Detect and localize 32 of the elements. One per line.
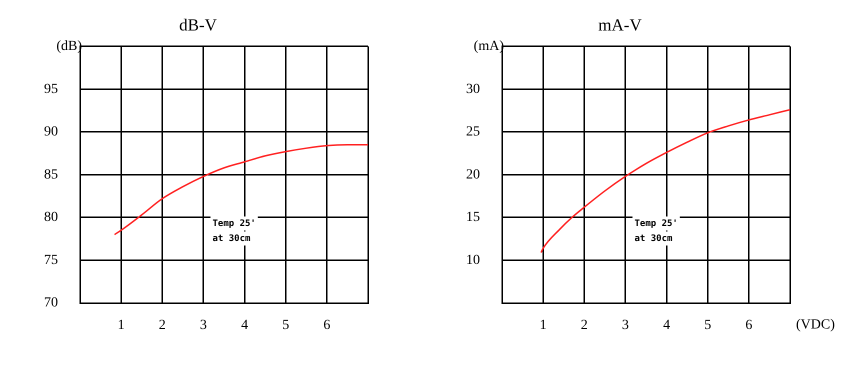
x-tick-label: 3 bbox=[622, 318, 629, 334]
y-tick-label: 30 bbox=[466, 82, 480, 97]
x-tick-label: 1 bbox=[540, 318, 547, 334]
x-tick-label: 4 bbox=[663, 318, 670, 334]
line-series bbox=[114, 144, 368, 236]
y-tick-label: 20 bbox=[466, 167, 480, 182]
x-tick-label: 5 bbox=[282, 318, 290, 334]
x-axis-title: (VDC) bbox=[796, 318, 836, 333]
chart-title: mA-V bbox=[598, 16, 642, 35]
annotation: at 30cm bbox=[634, 234, 673, 244]
y-tick-label: 25 bbox=[466, 124, 480, 140]
y-tick-label: 95 bbox=[44, 82, 58, 97]
x-tick-label: 5 bbox=[704, 318, 712, 334]
x-tick-label: 2 bbox=[158, 318, 166, 334]
x-tick-label: 4 bbox=[241, 318, 248, 334]
x-tick-label: 3 bbox=[200, 318, 207, 334]
annotation: at 30cm bbox=[212, 234, 251, 244]
x-tick-label: 1 bbox=[118, 318, 125, 334]
y-tick-label: 75 bbox=[44, 252, 58, 268]
y-tick-label: 80 bbox=[44, 210, 58, 226]
line-series bbox=[540, 108, 790, 254]
x-tick-label: 6 bbox=[745, 318, 752, 334]
x-tick-label: 2 bbox=[580, 318, 588, 334]
y-tick-label: 15 bbox=[466, 210, 480, 226]
y-tick-label: 85 bbox=[44, 167, 58, 182]
y-tick-label: 90 bbox=[44, 124, 58, 140]
chart-title: dB-V bbox=[179, 16, 218, 35]
annotation: Temp 25' bbox=[212, 218, 256, 229]
y-tick-label: 70 bbox=[44, 296, 58, 311]
y-tick-label: 10 bbox=[466, 252, 480, 268]
x-tick-label: 6 bbox=[323, 318, 330, 334]
annotation: Temp 25' bbox=[634, 218, 678, 229]
